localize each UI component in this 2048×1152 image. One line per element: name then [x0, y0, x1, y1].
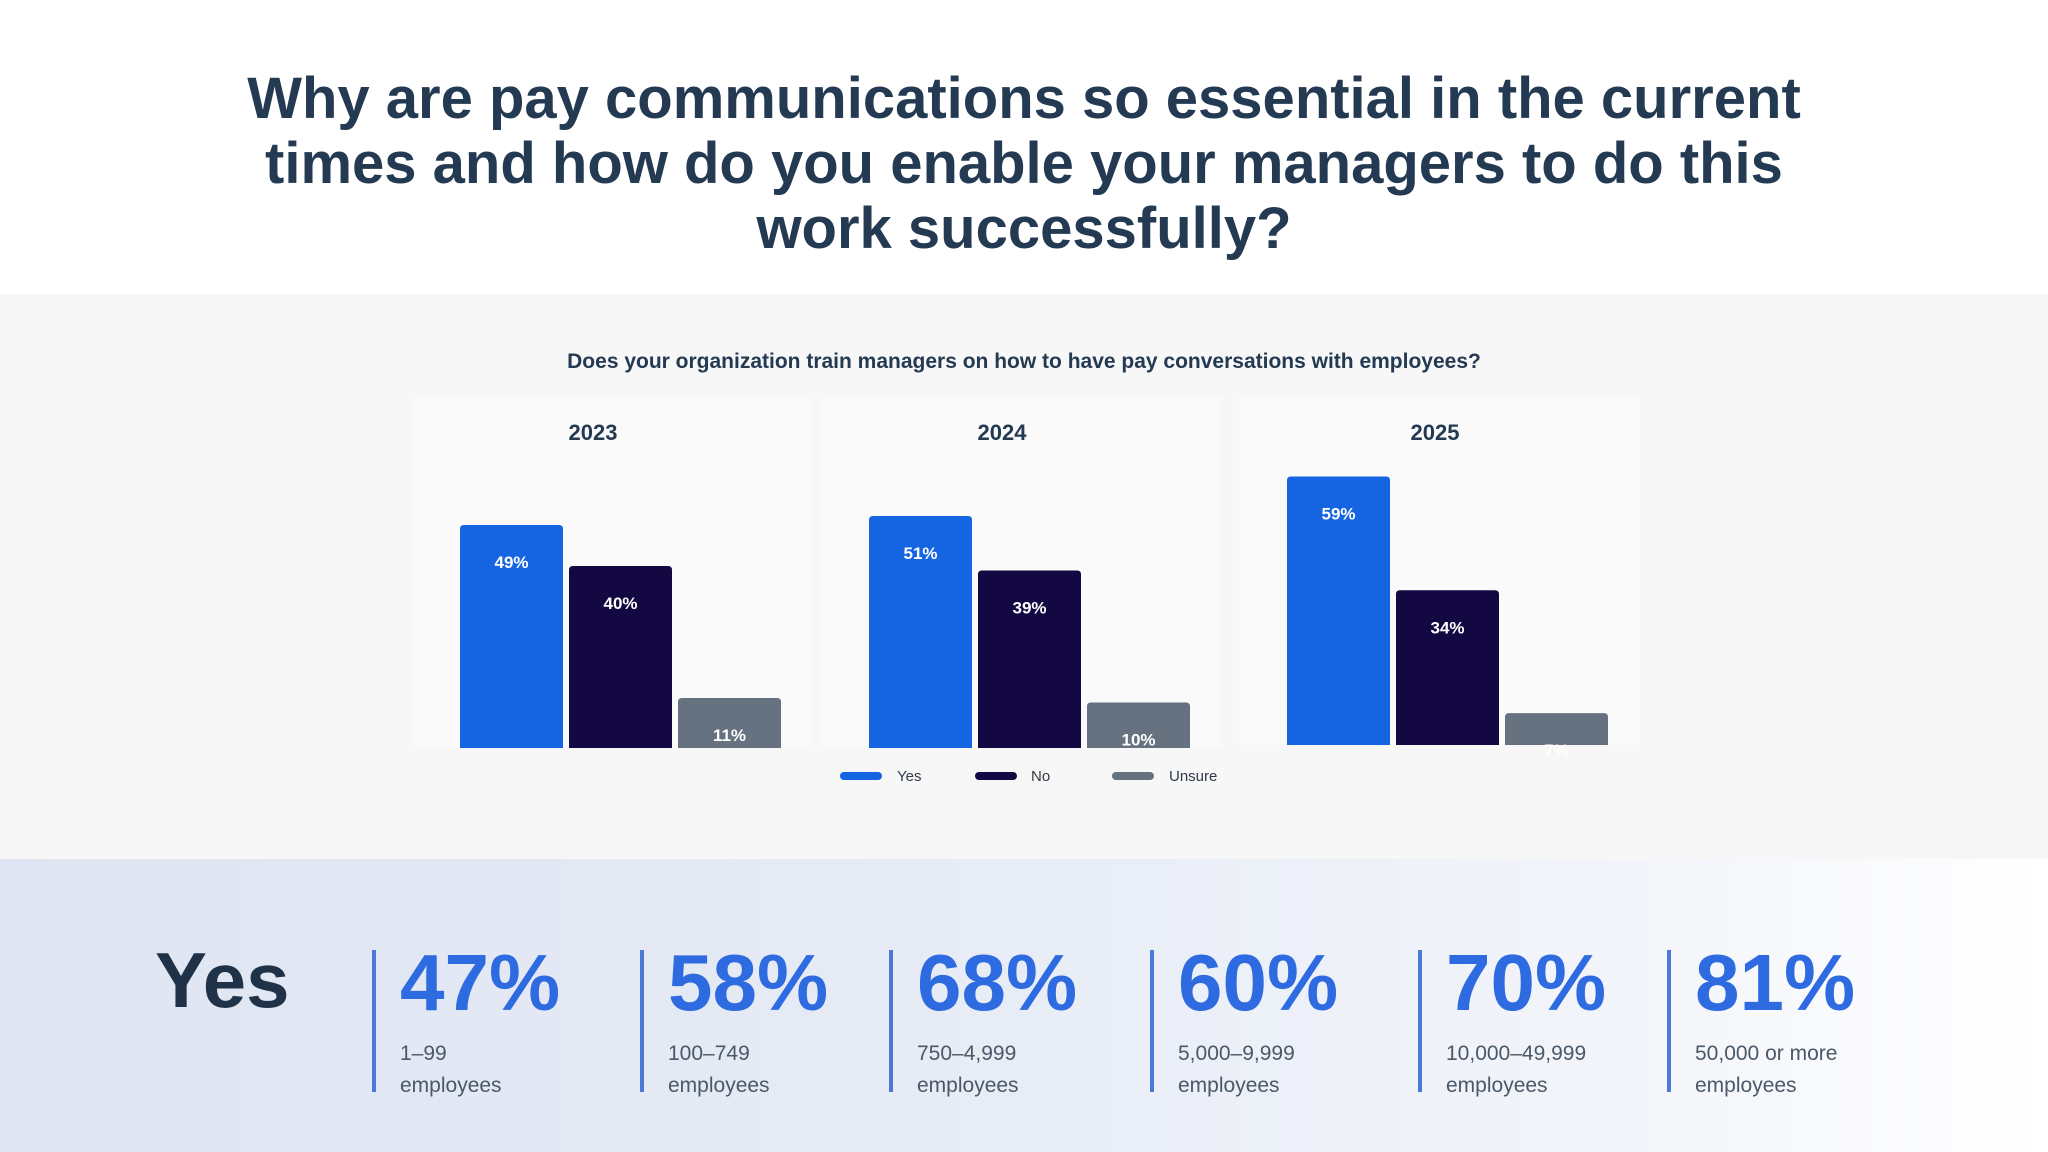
stat-label-line1: 100–749 — [668, 1042, 750, 1065]
bar-yes — [460, 525, 563, 748]
stat-block: 58% 100–749 employees — [640, 938, 828, 1097]
bar-value-label: 59% — [1321, 505, 1355, 524]
bar-yes — [1287, 476, 1390, 745]
page-title: Why are pay communications so essential … — [247, 66, 1801, 261]
stats-heading: Yes — [155, 936, 290, 1024]
legend-label-no: No — [1031, 768, 1050, 785]
stat-label-line2: employees — [1695, 1074, 1797, 1097]
bar-yes — [869, 515, 972, 748]
stat-block: 70% 10,000–49,999 employees — [1418, 938, 1606, 1097]
stat-label: 1–99 employees — [400, 1038, 560, 1102]
bar-value-label: 10% — [1121, 731, 1155, 750]
legend-label-unsure: Unsure — [1169, 768, 1217, 785]
stat-value: 70% — [1446, 938, 1607, 1027]
stat-label: 10,000–49,999 employees — [1446, 1038, 1606, 1102]
stat-label-line2: employees — [1446, 1074, 1548, 1097]
stat-label: 100–749 employees — [668, 1038, 828, 1102]
bar-value-label: 49% — [494, 553, 528, 572]
stats-band — [0, 859, 2048, 1152]
panel-title: 2023 — [569, 420, 618, 445]
stat-label-line1: 5,000–9,999 — [1178, 1042, 1295, 1065]
bar-unsure — [678, 697, 781, 748]
stat-label-line2: employees — [1178, 1074, 1280, 1097]
bar-value-label: 7% — [1544, 741, 1569, 760]
bar-value-label: 51% — [903, 544, 937, 563]
bar-no — [978, 570, 1081, 748]
stat-block: 47% 1–99 employees — [372, 938, 560, 1097]
legend-swatch-unsure — [1112, 772, 1154, 780]
panel-title: 2024 — [978, 420, 1028, 445]
bar-value-label: 34% — [1430, 618, 1464, 637]
bar-no — [1396, 590, 1499, 745]
stat-label-line1: 10,000–49,999 — [1446, 1042, 1587, 1065]
bar-value-label: 39% — [1012, 599, 1046, 618]
stat-label-line1: 50,000 or more — [1695, 1042, 1838, 1065]
legend-swatch-yes — [840, 772, 882, 780]
stat-label: 5,000–9,999 employees — [1178, 1038, 1338, 1102]
bar-unsure — [1505, 713, 1608, 745]
stat-value: 68% — [917, 938, 1078, 1027]
bar-no — [569, 566, 672, 748]
stat-label-line1: 1–99 — [400, 1042, 447, 1065]
stat-value: 81% — [1695, 938, 1856, 1027]
stat-label-line2: employees — [917, 1074, 1019, 1097]
stat-block: 60% 5,000–9,999 employees — [1150, 938, 1338, 1097]
stat-label: 50,000 or more employees — [1695, 1038, 1855, 1102]
stat-label-line1: 750–4,999 — [917, 1042, 1017, 1065]
bar-value-label: 40% — [603, 594, 637, 613]
stat-value: 60% — [1178, 938, 1339, 1027]
title-band — [0, 0, 2048, 294]
stat-label-line2: employees — [668, 1074, 770, 1097]
bar-unsure — [1087, 702, 1190, 748]
stat-value: 58% — [668, 938, 829, 1027]
panel-title: 2025 — [1411, 420, 1460, 445]
stat-block: 81% 50,000 or more employees — [1667, 938, 1855, 1097]
stat-value: 47% — [400, 938, 561, 1027]
bar-value-label: 11% — [713, 726, 746, 745]
stat-label: 750–4,999 employees — [917, 1038, 1077, 1102]
stat-label-line2: employees — [400, 1074, 502, 1097]
legend-swatch-no — [975, 772, 1017, 780]
stat-block: 68% 750–4,999 employees — [889, 938, 1077, 1097]
legend-label-yes: Yes — [897, 768, 921, 785]
chart-title: Does your organization train managers on… — [567, 350, 1481, 373]
